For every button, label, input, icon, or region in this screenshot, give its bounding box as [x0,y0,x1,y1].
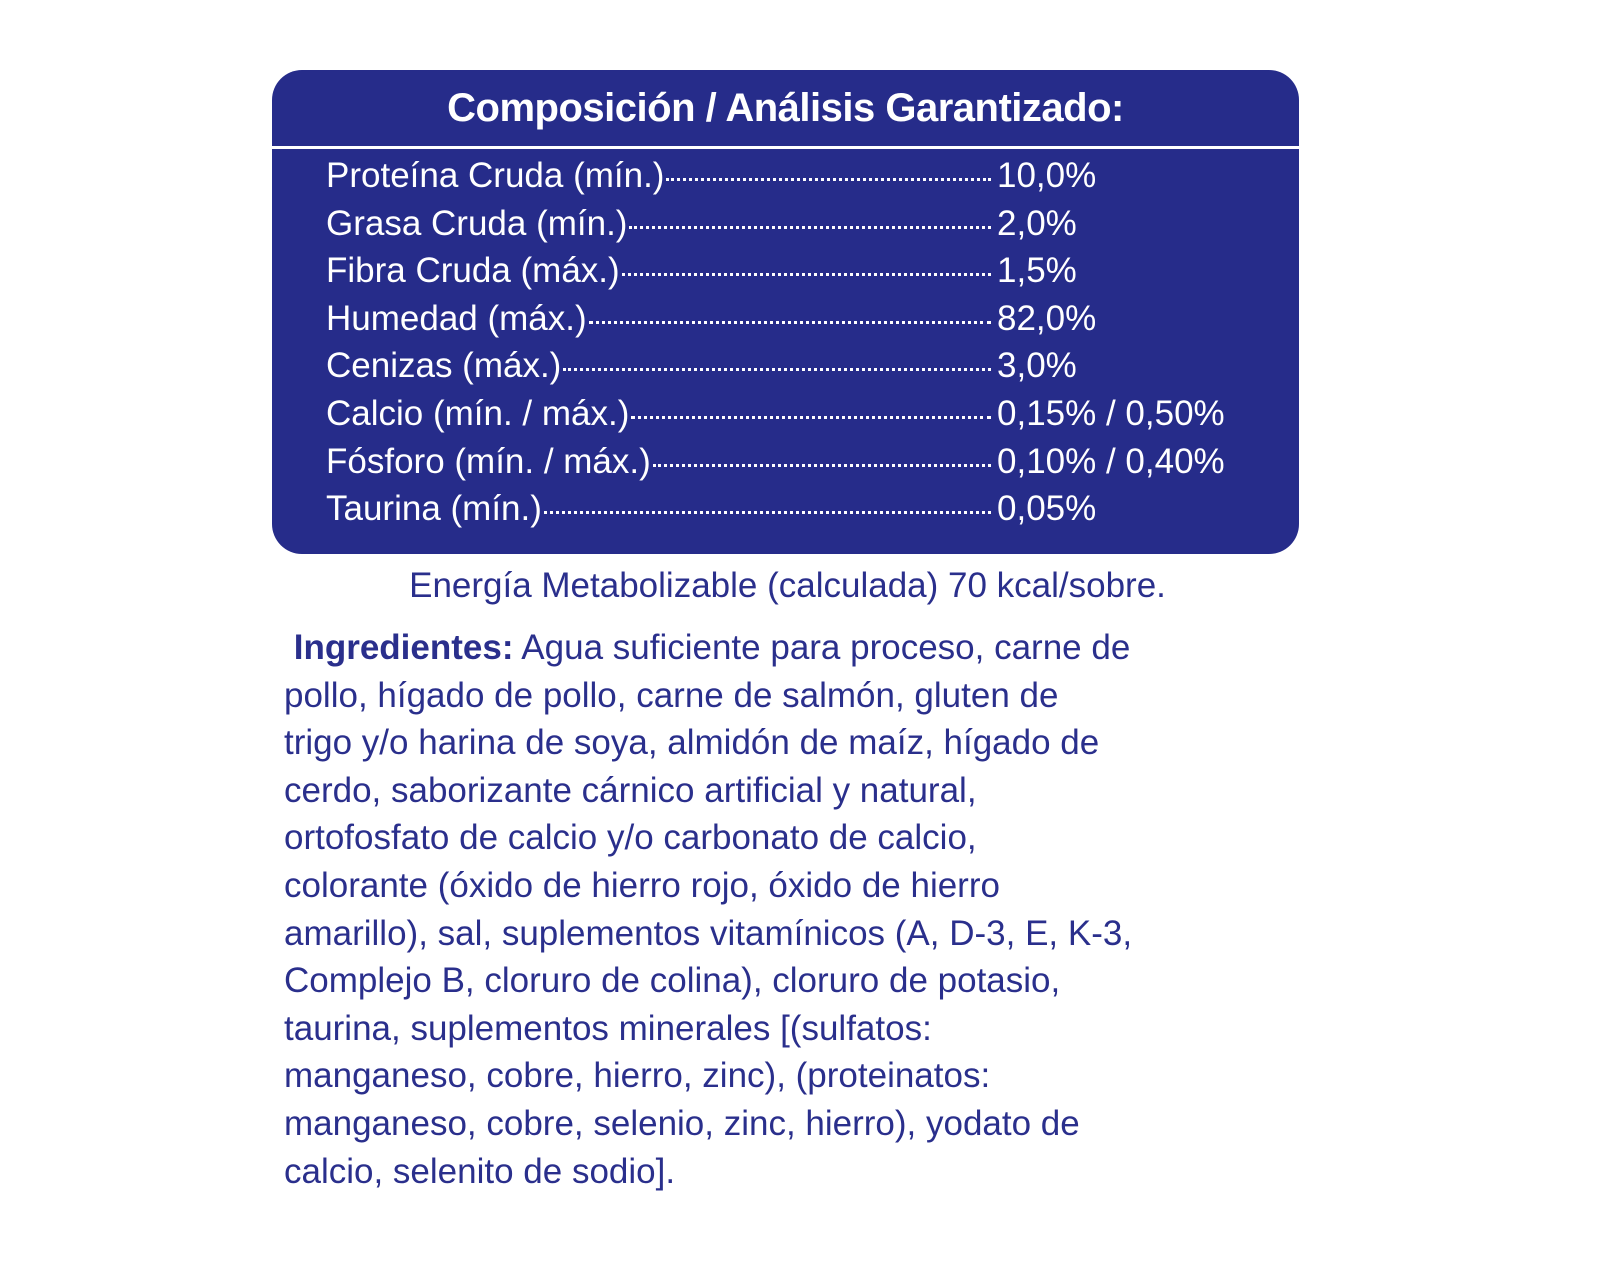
analysis-row: Fósforo (mín. / máx.) 0,10% / 0,40% [326,442,1276,490]
ingredients-line: Ingredientes: Agua suficiente para proce… [284,624,1132,672]
ingredients-line: manganeso, cobre, selenio, zinc, hierro)… [284,1103,1080,1143]
ingredients-line: pollo, hígado de pollo, carne de salmón,… [284,675,1059,715]
ingredients-label: Ingredientes: [293,628,514,667]
ingredients-line: cerdo, saborizante cárnico artificial y … [284,770,977,810]
energy-statement: Energía Metabolizable (calculada) 70 kca… [409,566,1166,605]
analysis-row: Taurina (mín.) 0,05% [326,489,1276,537]
nutrient-label: Grasa Cruda (mín.) [326,203,628,243]
nutrient-value: 1,5% [997,251,1077,291]
dot-leader [543,511,991,515]
ingredients-line: ortofosfato de calcio y/o carbonato de c… [284,818,977,858]
analysis-row: Calcio (mín. / máx.) 0,15% / 0,50% [326,394,1276,442]
analysis-row: Humedad (máx.) 82,0% [326,299,1276,347]
panel-title: Composición / Análisis Garantizado: [447,86,1124,130]
nutrient-label: Humedad (máx.) [326,298,587,338]
nutrient-label: Taurina (mín.) [326,489,542,529]
analysis-rows: Proteína Cruda (mín.) 10,0% Grasa Cruda (m… [326,156,1276,537]
dot-leader [563,368,991,372]
analysis-row: Cenizas (máx.) 3,0% [326,346,1276,394]
dot-leader [631,415,991,419]
nutrient-label: Proteína Cruda (mín.) [326,156,665,195]
analysis-row: Proteína Cruda (mín.) 10,0% [326,156,1276,204]
ingredients-line: taurina, suplementos minerales [(sulfato… [284,1008,932,1048]
nutrient-value: 82,0% [997,298,1097,338]
ingredients-line: trigo y/o harina de soya, almidón de maí… [284,723,1100,763]
dot-leader [621,273,991,277]
nutrient-label: Calcio (mín. / máx.) [326,393,630,433]
nutrient-value: 0,15% / 0,50% [997,393,1225,433]
nutrient-value: 0,05% [997,489,1097,529]
ingredients-text: Agua suficiente para proceso, carne de [521,628,1131,667]
analysis-row: Fibra Cruda (máx.) 1,5% [326,251,1276,299]
ingredients-line: colorante (óxido de hierro rojo, óxido d… [284,865,1000,905]
guaranteed-analysis-panel: Composición / Análisis Garantizado: Prot… [272,70,1299,554]
nutrient-label: Cenizas (máx.) [326,346,562,386]
nutrient-value: 2,0% [997,203,1077,243]
nutrient-value: 0,10% / 0,40% [997,441,1225,481]
nutrient-value: 10,0% [997,156,1097,195]
analysis-row: Grasa Cruda (mín.) 2,0% [326,204,1276,252]
dot-leader [666,178,991,181]
dot-leader [652,463,991,467]
ingredients-line: manganeso, cobre, hierro, zinc), (protei… [284,1056,991,1096]
ingredients-section: Ingredientes: Agua suficiente para proce… [284,624,1132,1195]
ingredients-line: calcio, selenito de sodio]. [284,1151,676,1191]
nutrient-label: Fibra Cruda (máx.) [326,251,620,291]
dot-leader [629,225,991,229]
divider [272,146,1299,149]
ingredients-line: Complejo B, cloruro de colina), cloruro … [284,961,1061,1001]
ingredients-line: amarillo), sal, suplementos vitamínicos … [284,913,1133,953]
dot-leader [588,320,991,324]
nutrient-value: 3,0% [997,346,1077,386]
nutrient-label: Fósforo (mín. / máx.) [326,441,651,481]
